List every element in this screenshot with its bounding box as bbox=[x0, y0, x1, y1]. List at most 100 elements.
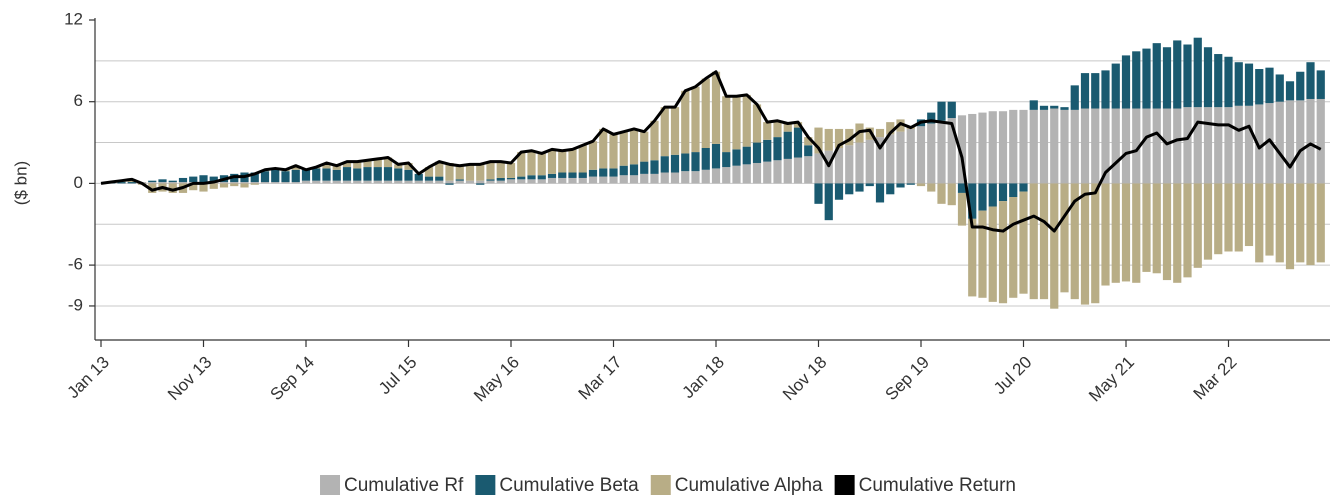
bar bbox=[1050, 183, 1059, 309]
bar bbox=[578, 145, 587, 173]
x-tick-label: Nov 13 bbox=[164, 353, 216, 405]
bar bbox=[1255, 104, 1264, 184]
bar bbox=[629, 175, 639, 184]
bar bbox=[1162, 47, 1172, 109]
bar bbox=[691, 171, 700, 184]
legend-swatch bbox=[320, 475, 341, 495]
bar bbox=[722, 96, 731, 153]
bar bbox=[896, 131, 905, 184]
bar bbox=[363, 167, 372, 181]
bar bbox=[1060, 109, 1069, 184]
bar bbox=[558, 172, 567, 178]
bar bbox=[906, 128, 915, 184]
bar bbox=[681, 90, 690, 154]
bar bbox=[271, 169, 280, 183]
bar bbox=[568, 149, 577, 173]
bar bbox=[701, 148, 710, 170]
bar bbox=[1121, 55, 1131, 109]
bar bbox=[1152, 183, 1161, 274]
bar bbox=[619, 165, 628, 176]
bar bbox=[517, 176, 526, 180]
bar bbox=[1070, 85, 1079, 110]
y-tick-label: 6 bbox=[74, 91, 83, 110]
y-tick-label: 0 bbox=[74, 173, 83, 192]
bar bbox=[353, 161, 362, 169]
bar bbox=[1285, 100, 1295, 184]
bar bbox=[1142, 48, 1151, 109]
bar bbox=[1285, 81, 1295, 101]
bar bbox=[732, 96, 741, 150]
bar bbox=[793, 157, 803, 184]
legend-swatch bbox=[834, 475, 855, 495]
bar bbox=[998, 201, 1008, 304]
bar bbox=[424, 180, 434, 184]
bar bbox=[496, 177, 505, 181]
bar bbox=[1306, 183, 1315, 266]
bar bbox=[1039, 109, 1049, 184]
bar bbox=[968, 113, 977, 184]
bar bbox=[353, 168, 362, 181]
bar bbox=[1244, 63, 1254, 106]
bar bbox=[271, 182, 280, 184]
bar bbox=[824, 128, 833, 151]
bar bbox=[445, 180, 454, 184]
bar bbox=[845, 128, 854, 146]
bar bbox=[763, 122, 772, 140]
bar bbox=[547, 173, 557, 178]
legend: Cumulative Rf Cumulative Beta Cumulative A… bbox=[320, 475, 1016, 496]
bar bbox=[1019, 109, 1028, 184]
return-line bbox=[100, 70, 1322, 233]
bar bbox=[978, 112, 987, 184]
bar bbox=[927, 123, 936, 184]
bar bbox=[937, 183, 946, 204]
bar bbox=[383, 157, 393, 168]
bar bbox=[250, 172, 259, 183]
bar bbox=[353, 180, 362, 184]
bar bbox=[363, 180, 372, 184]
bar bbox=[691, 86, 700, 153]
bar bbox=[1296, 100, 1305, 184]
bar bbox=[742, 146, 751, 165]
bar bbox=[988, 206, 997, 302]
bar bbox=[927, 183, 936, 192]
bar bbox=[301, 169, 311, 181]
x-tick-label: Jan 18 bbox=[678, 353, 728, 403]
bar bbox=[599, 128, 608, 169]
bar bbox=[199, 175, 208, 183]
bar bbox=[957, 183, 967, 193]
bar bbox=[1142, 183, 1151, 272]
bar bbox=[875, 183, 885, 203]
bar bbox=[619, 175, 628, 184]
bar bbox=[1080, 183, 1090, 305]
bar bbox=[865, 127, 874, 140]
bar bbox=[1214, 183, 1223, 255]
bar bbox=[588, 176, 598, 184]
bar bbox=[568, 172, 577, 178]
legend-label: Cumulative Rf bbox=[344, 475, 464, 496]
legend-label: Cumulative Return bbox=[859, 475, 1016, 496]
bar bbox=[1029, 100, 1038, 110]
bar bbox=[240, 183, 249, 188]
bar bbox=[998, 111, 1008, 184]
bar bbox=[1203, 47, 1213, 108]
bar bbox=[927, 112, 936, 124]
bar bbox=[619, 131, 628, 166]
bar bbox=[640, 131, 649, 162]
bar bbox=[1224, 107, 1233, 184]
bar bbox=[209, 183, 218, 189]
bar bbox=[834, 183, 844, 200]
bar bbox=[588, 141, 598, 170]
bar bbox=[824, 183, 833, 221]
bar bbox=[711, 71, 721, 144]
bar bbox=[609, 134, 618, 169]
legend-label: Cumulative Beta bbox=[499, 475, 639, 496]
bar bbox=[435, 180, 444, 184]
bar bbox=[640, 161, 649, 174]
bar bbox=[322, 168, 331, 181]
bar bbox=[773, 120, 782, 138]
bar bbox=[373, 158, 382, 168]
legend-label: Cumulative Alpha bbox=[675, 475, 823, 496]
bar bbox=[629, 164, 639, 176]
bar bbox=[476, 183, 485, 185]
bar bbox=[578, 172, 587, 178]
